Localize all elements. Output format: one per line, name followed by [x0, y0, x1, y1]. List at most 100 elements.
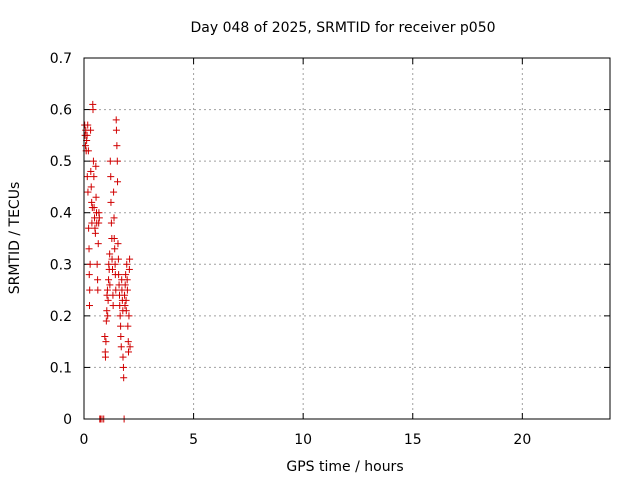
x-tick-label: 5 [189, 432, 198, 448]
data-point [122, 307, 130, 315]
data-point [88, 198, 96, 206]
data-point [101, 332, 109, 340]
data-point [104, 296, 112, 304]
data-point [110, 235, 118, 242]
x-tick-label: 15 [404, 432, 422, 448]
data-point [117, 332, 125, 340]
x-tick-label: 10 [294, 432, 312, 448]
data-point [93, 260, 101, 268]
data-point [120, 374, 128, 382]
data-point [117, 322, 125, 330]
data-point [121, 291, 129, 299]
data-point [87, 126, 95, 134]
data-point [105, 276, 113, 284]
data-point [126, 255, 134, 263]
y-tick-label: 0.7 [50, 51, 72, 67]
data-point [90, 204, 98, 212]
y-tick-label: 0.1 [50, 360, 72, 376]
data-point [113, 142, 121, 150]
data-point [91, 229, 99, 237]
data-point [87, 167, 95, 175]
data-point [85, 224, 93, 232]
data-point [106, 157, 114, 165]
data-point [117, 343, 125, 351]
data-point [121, 302, 129, 310]
data-point [85, 271, 93, 279]
data-point [114, 255, 122, 263]
data-point [95, 219, 103, 227]
data-point [109, 302, 117, 310]
data-point [123, 286, 131, 294]
data-point [110, 214, 118, 222]
data-point [103, 307, 111, 315]
data-point [122, 271, 130, 279]
data-point [126, 343, 134, 351]
data-point [92, 162, 100, 170]
y-tick-label: 0.5 [50, 154, 72, 170]
data-point [102, 317, 110, 325]
data-point [84, 188, 92, 196]
data-point [110, 188, 118, 196]
chart-title: Day 048 of 2025, SRMTID for receiver p05… [190, 20, 495, 36]
data-point [122, 296, 130, 304]
data-point [111, 260, 119, 268]
data-point [86, 260, 94, 268]
data-point [107, 198, 115, 206]
data-point [101, 353, 109, 361]
data-point [112, 286, 120, 294]
data-point [87, 183, 95, 191]
data-point [85, 302, 93, 310]
data-point [94, 240, 102, 248]
y-tick-labels: 0 0.1 0.2 0.3 0.4 0.5 0.6 0.7 [50, 51, 72, 428]
data-point [84, 147, 92, 155]
data-point [109, 291, 117, 299]
data-point [112, 116, 120, 124]
data-point [89, 106, 97, 114]
y-tick-label: 0.4 [50, 206, 72, 222]
data-point [102, 338, 110, 346]
data-point [84, 121, 92, 129]
y-tick-label: 0 [63, 412, 72, 428]
data-point [124, 348, 132, 356]
data-point [111, 245, 119, 253]
data-point [115, 281, 123, 289]
data-point [113, 157, 121, 165]
data-point [124, 322, 132, 330]
y-tick-label: 0.3 [50, 257, 72, 273]
data-point [114, 240, 122, 248]
data-point [85, 245, 93, 253]
data-point [108, 255, 116, 263]
data-point [123, 260, 131, 268]
data-point [106, 281, 114, 289]
x-tick-label: 20 [513, 432, 531, 448]
data-points [81, 100, 134, 423]
y-tick-label: 0.2 [50, 309, 72, 325]
data-point [89, 157, 97, 165]
data-point [108, 265, 116, 273]
data-point [123, 276, 131, 284]
grid-lines [84, 58, 610, 419]
data-point [94, 276, 102, 284]
data-point [112, 126, 120, 134]
x-axis-label: GPS time / hours [286, 459, 403, 475]
data-point [90, 173, 98, 181]
data-point [95, 214, 103, 222]
data-point [103, 286, 111, 294]
data-point [114, 178, 122, 186]
x-tick-label: 0 [80, 432, 89, 448]
axis-ticks [83, 57, 610, 420]
data-point [82, 142, 90, 150]
plot-frame [83, 57, 611, 420]
y-axis-label: SRMTID / TECUs [7, 182, 23, 295]
data-point [119, 363, 127, 371]
data-point [83, 173, 91, 181]
data-point [115, 271, 123, 279]
data-point [121, 281, 129, 289]
data-point [119, 353, 127, 361]
data-point [107, 219, 115, 227]
y-tick-label: 0.6 [50, 103, 72, 119]
data-point [125, 312, 133, 320]
x-tick-labels: 0 5 10 15 20 [80, 432, 532, 448]
data-point [116, 312, 124, 320]
